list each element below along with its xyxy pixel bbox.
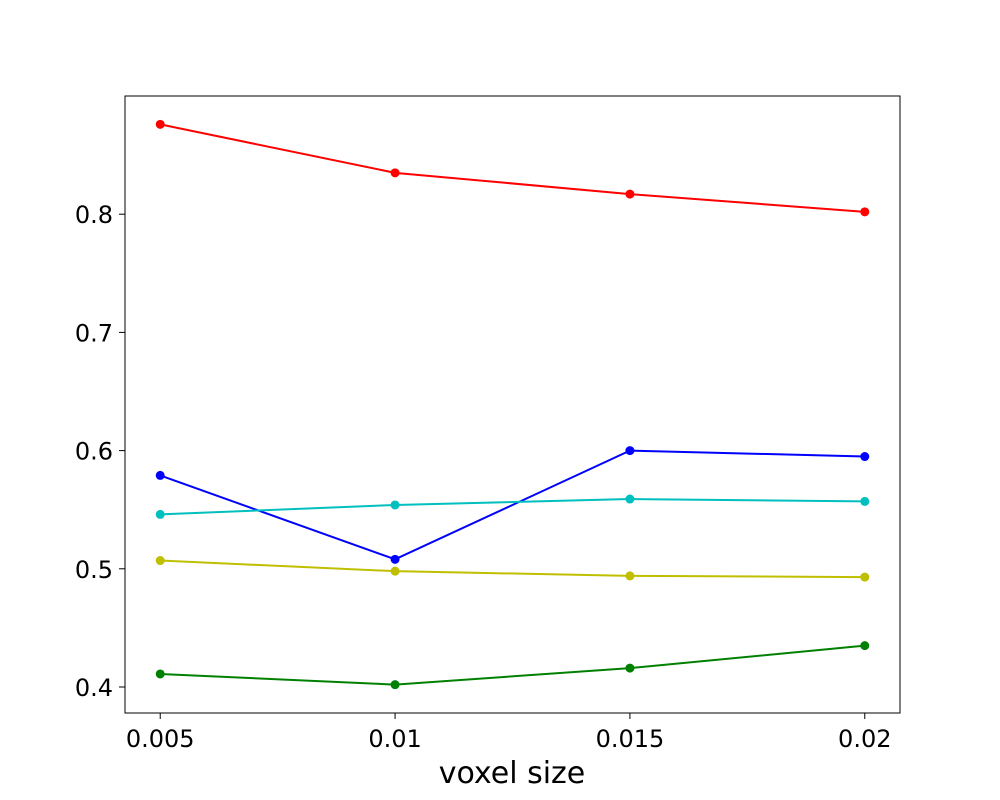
series-1 <box>155 119 870 217</box>
series-4 <box>155 556 870 582</box>
data-point <box>860 572 870 582</box>
data-point <box>625 189 635 199</box>
y-tick-label: 0.5 <box>75 556 113 584</box>
data-point <box>860 207 870 217</box>
plot-frame <box>124 95 901 714</box>
y-tick-label: 0.4 <box>75 674 113 702</box>
series-layer <box>155 119 870 690</box>
data-point <box>390 554 400 564</box>
data-point <box>155 669 165 679</box>
x-tick-label: 0.005 <box>126 725 195 753</box>
y-tick-label: 0.7 <box>75 319 113 347</box>
data-point <box>390 566 400 576</box>
series-line <box>159 449 865 561</box>
x-tick-label: 0.015 <box>596 725 665 753</box>
data-point <box>860 452 870 462</box>
data-point <box>860 641 870 651</box>
series-3 <box>155 494 870 519</box>
y-tick-label: 0.8 <box>75 201 113 229</box>
series-2 <box>155 446 870 564</box>
x-tick-label: 0.02 <box>838 725 891 753</box>
data-point <box>625 571 635 581</box>
series-line <box>160 498 865 516</box>
data-point <box>155 470 165 480</box>
data-point <box>390 168 400 178</box>
data-point <box>625 663 635 673</box>
series-line <box>160 644 865 686</box>
data-point <box>390 500 400 510</box>
series-5 <box>155 641 870 690</box>
data-point <box>155 556 165 566</box>
y-tick-label: 0.6 <box>75 438 113 466</box>
axes-layer: 0.005 0.01 0.015 0.02 0.4 0.5 0.6 0.7 0.8 <box>75 201 892 753</box>
plot-area <box>125 96 900 713</box>
data-point <box>625 446 635 456</box>
x-tick-label: 0.01 <box>368 725 421 753</box>
data-point <box>390 680 400 690</box>
data-point <box>155 509 165 519</box>
series-line <box>160 559 865 579</box>
data-point <box>860 496 870 506</box>
series-line <box>160 123 865 213</box>
data-point <box>625 494 635 504</box>
x-axis-title: voxel size <box>439 756 586 791</box>
data-point <box>155 119 165 129</box>
